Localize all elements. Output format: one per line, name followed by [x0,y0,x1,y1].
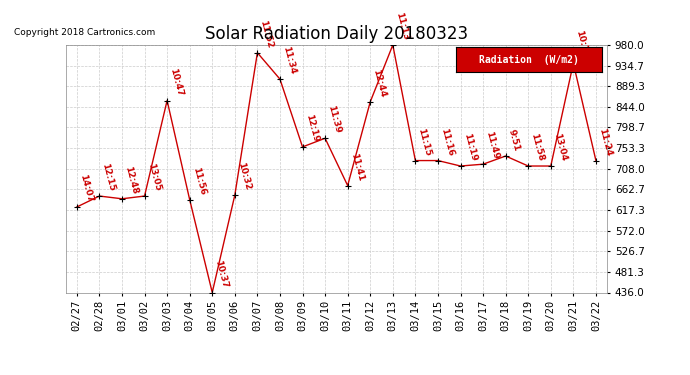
Text: 10:19: 10:19 [575,30,591,60]
Text: 11:56: 11:56 [191,166,207,196]
Title: Solar Radiation Daily 20180323: Solar Radiation Daily 20180323 [205,26,468,44]
Text: Copyright 2018 Cartronics.com: Copyright 2018 Cartronics.com [14,28,155,37]
Text: 11:34: 11:34 [281,45,297,75]
Text: 13:04: 13:04 [552,132,568,162]
Text: 12:44: 12:44 [371,68,388,98]
Text: 13:05: 13:05 [146,162,161,192]
Text: 11:58: 11:58 [529,132,545,162]
Text: 11:52: 11:52 [259,19,275,49]
Text: 12:15: 12:15 [101,162,117,192]
Text: 11:19: 11:19 [462,132,477,162]
Text: 14:07: 14:07 [78,173,94,203]
Text: 10:47: 10:47 [168,67,184,97]
Text: 11:15: 11:15 [417,127,433,157]
Text: 9:51: 9:51 [506,128,521,152]
Text: 11:41: 11:41 [348,152,365,182]
Text: 12:19: 12:19 [304,113,319,143]
Text: 11:39: 11:39 [326,105,342,135]
Text: 10:37: 10:37 [213,259,230,289]
Text: 11:49: 11:49 [484,130,500,160]
Text: 11:13: 11:13 [394,11,410,41]
Text: 10:32: 10:32 [236,162,252,192]
Text: 11:24: 11:24 [597,127,613,157]
Text: 12:48: 12:48 [123,165,139,195]
Text: 11:16: 11:16 [439,127,455,157]
